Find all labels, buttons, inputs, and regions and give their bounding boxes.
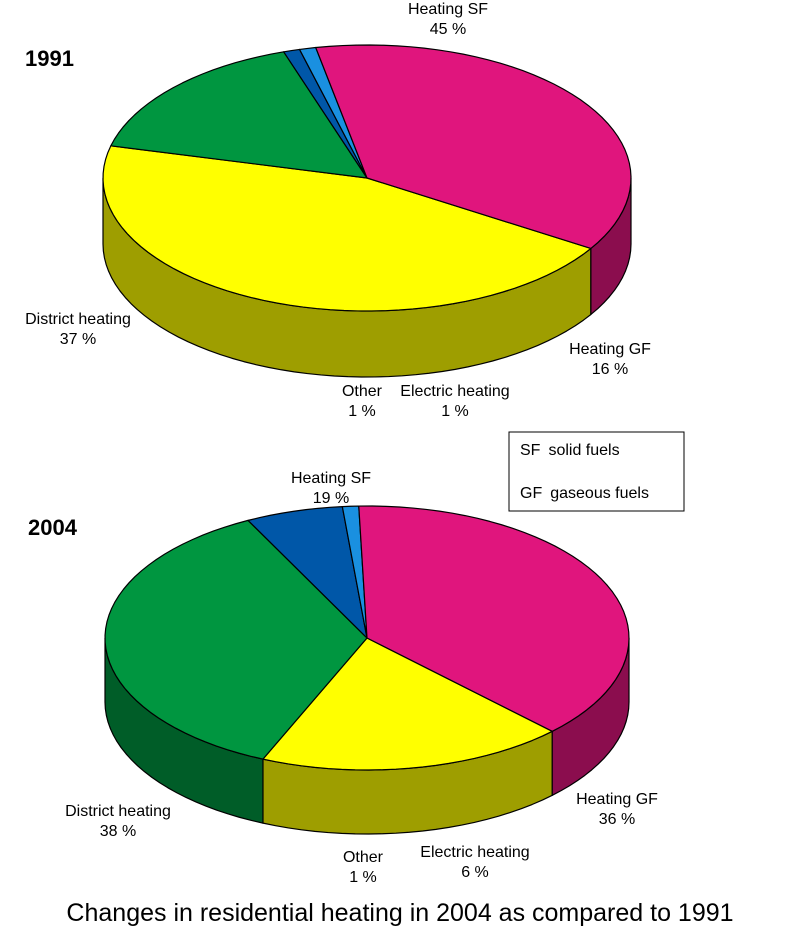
slice-label-other: Other 1 %	[342, 383, 383, 420]
pie-title-2004: 2004	[28, 515, 78, 540]
pie-top-slices	[102, 44, 632, 312]
slice-label-heating-sf: Heating SF 45 %	[408, 1, 488, 38]
pie-1991: 1991 Heating SF 45 % Heating GF 16 % Electric…	[25, 1, 651, 420]
slice-label-heating-gf: Heating GF 16 %	[569, 341, 651, 378]
pie-slice-heating-sf	[102, 145, 592, 312]
legend-text-sf: solid fuels	[548, 442, 619, 459]
legend: SF solid fuels GF gaseous fuels	[508, 431, 685, 512]
slice-label-heating-sf: Heating SF 19 %	[291, 470, 371, 507]
chart-caption: Changes in residential heating in 2004 a…	[66, 899, 733, 927]
slice-label-electric-heating: Electric heating 1 %	[400, 383, 509, 420]
slice-label-district-heating: District heating 37 %	[25, 311, 131, 348]
pie-slice-heating-sf	[262, 637, 553, 771]
slice-label-value: 45 %	[430, 21, 466, 38]
slice-label-value: 38 %	[100, 823, 136, 840]
slice-label-district-heating: District heating 38 %	[65, 803, 171, 840]
legend-abbr-gf: GF	[520, 485, 542, 502]
slice-label-other: Other 1 %	[343, 849, 384, 886]
slice-label-value: 19 %	[313, 490, 349, 507]
slice-label-name: Heating SF	[291, 470, 371, 487]
pie-slice-district-heating	[315, 44, 632, 250]
pie-2004: 2004 Heating SF 19 % Heating GF 36 % Electric…	[28, 470, 658, 886]
slice-label-name: District heating	[65, 803, 171, 820]
legend-item-sf: SF solid fuels	[520, 442, 620, 459]
legend-abbr-sf: SF	[520, 442, 541, 459]
slice-label-value: 1 %	[441, 403, 469, 420]
legend-box	[508, 431, 685, 512]
slice-label-name: Heating GF	[576, 791, 658, 808]
slice-label-value: 1 %	[349, 869, 377, 886]
slice-label-name: Electric heating	[420, 844, 529, 861]
pie-slice-heating-gf	[110, 51, 368, 179]
slice-label-name: District heating	[25, 311, 131, 328]
slice-label-name: Heating GF	[569, 341, 651, 358]
pie-slice-heating-gf	[104, 519, 368, 760]
slice-label-value: 37 %	[60, 331, 96, 348]
legend-item-gf: GF gaseous fuels	[520, 485, 649, 502]
slice-label-value: 6 %	[461, 864, 489, 881]
slice-label-value: 36 %	[599, 811, 635, 828]
slice-label-name: Heating SF	[408, 1, 488, 18]
slice-label-name: Other	[343, 849, 384, 866]
slice-label-value: 16 %	[592, 361, 628, 378]
pie-slice-electric-heating	[247, 505, 368, 639]
pie-slice-district-heating	[358, 505, 630, 732]
slice-label-electric-heating: Electric heating 6 %	[420, 844, 529, 881]
slice-label-value: 1 %	[348, 403, 376, 420]
pie-title-1991: 1991	[25, 46, 74, 71]
pie-top-slices	[104, 505, 630, 771]
slice-label-heating-gf: Heating GF 36 %	[576, 791, 658, 828]
slice-label-name: Other	[342, 383, 383, 400]
legend-text-gf: gaseous fuels	[550, 485, 649, 502]
slice-label-name: Electric heating	[400, 383, 509, 400]
